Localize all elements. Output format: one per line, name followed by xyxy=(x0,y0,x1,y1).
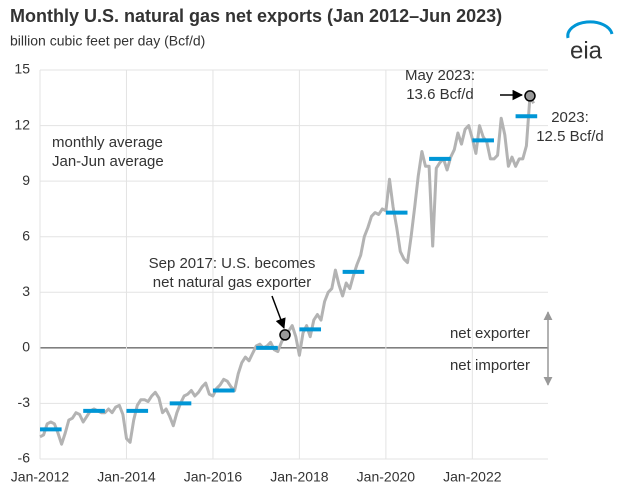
annotation: 2023: xyxy=(551,109,589,126)
y-tick-label: -3 xyxy=(18,394,31,410)
x-tick-label: Jan-2022 xyxy=(443,469,502,485)
y-tick-label: -6 xyxy=(18,450,31,466)
annotation-arrow xyxy=(271,295,286,329)
y-tick-label: 12 xyxy=(14,116,30,132)
x-tick-label: Jan-2012 xyxy=(11,469,70,485)
highlight-point xyxy=(279,329,291,341)
legend-entry: monthly average xyxy=(52,134,163,151)
annotation: net natural gas exporter xyxy=(153,274,311,291)
y-tick-label: 6 xyxy=(22,227,30,243)
annotation: 12.5 Bcf/d xyxy=(536,128,604,145)
y-tick-label: 3 xyxy=(22,283,30,299)
x-tick-label: Jan-2018 xyxy=(270,469,329,485)
x-tick-label: Jan-2014 xyxy=(97,469,156,485)
annotation: May 2023: xyxy=(405,67,475,84)
x-tick-label: Jan-2016 xyxy=(184,469,243,485)
legend-entry: Jan-Jun average xyxy=(52,153,164,170)
y-tick-label: 15 xyxy=(14,61,30,77)
logo: eia xyxy=(566,20,614,64)
chart-subtitle: billion cubic feet per day (Bcf/d) xyxy=(10,33,205,49)
logo-arc xyxy=(566,20,614,39)
annotation: net exporter xyxy=(450,325,530,342)
annotation: net importer xyxy=(450,357,530,374)
logo-text: eia xyxy=(570,37,603,64)
y-tick-label: 0 xyxy=(22,339,30,355)
chart-title: Monthly U.S. natural gas net exports (Ja… xyxy=(10,6,502,26)
y-tick-label: 9 xyxy=(22,172,30,188)
annotation: 13.6 Bcf/d xyxy=(406,86,474,103)
highlight-point xyxy=(524,90,536,102)
annotation: Sep 2017: U.S. becomes xyxy=(149,255,316,272)
x-tick-label: Jan-2020 xyxy=(357,469,416,485)
